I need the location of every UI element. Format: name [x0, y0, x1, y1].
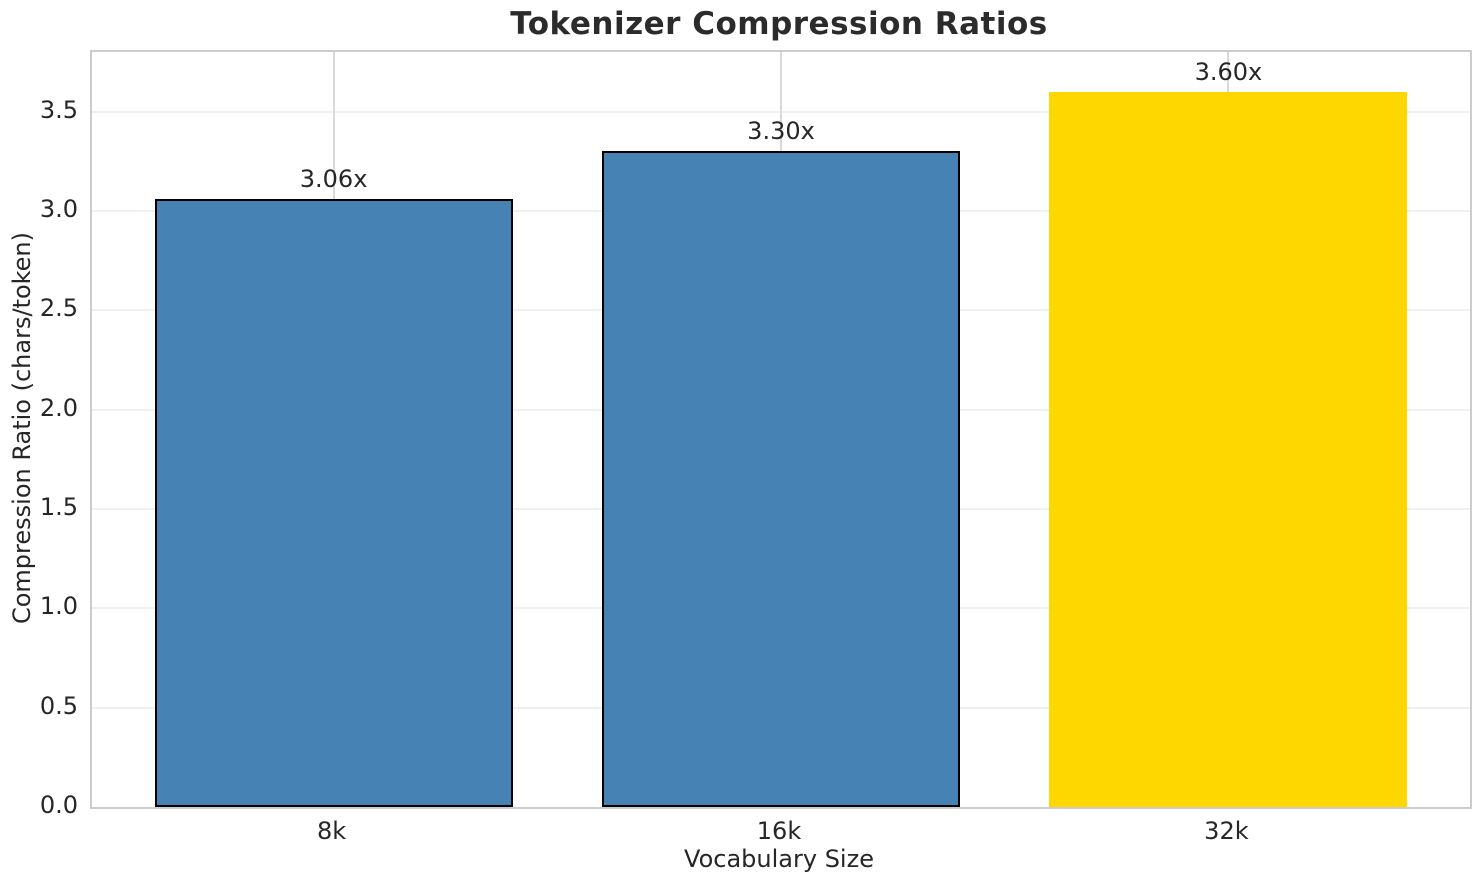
bar — [154, 199, 513, 807]
bar — [1049, 91, 1408, 807]
y-tick-label: 1.0 — [39, 592, 78, 621]
x-axis-label: Vocabulary Size — [684, 845, 874, 873]
x-tick-label: 8k — [317, 817, 347, 845]
y-tick-label: 3.5 — [39, 95, 78, 124]
x-tick-label: 16k — [756, 817, 802, 845]
bar — [602, 151, 960, 807]
y-axis-label: Compression Ratio (chars/token) — [8, 231, 36, 625]
y-tick-label: 0.0 — [39, 791, 78, 819]
x-tick-label: 32k — [1204, 817, 1249, 845]
bar-value-label: 3.30x — [747, 117, 815, 146]
y-tick-label: 2.0 — [39, 393, 78, 422]
plot-area: 3.06x 3.30x 3.60x — [90, 50, 1472, 809]
bar-value-label: 3.60x — [1194, 57, 1263, 86]
y-tick-label: 2.5 — [39, 294, 78, 323]
y-tick-label: 1.5 — [39, 492, 78, 521]
bar-value-label: 3.06x — [299, 165, 368, 194]
y-tick-label: 3.0 — [39, 194, 78, 223]
y-tick-label: 0.5 — [39, 691, 78, 720]
chart-title: Tokenizer Compression Ratios — [510, 6, 1048, 42]
